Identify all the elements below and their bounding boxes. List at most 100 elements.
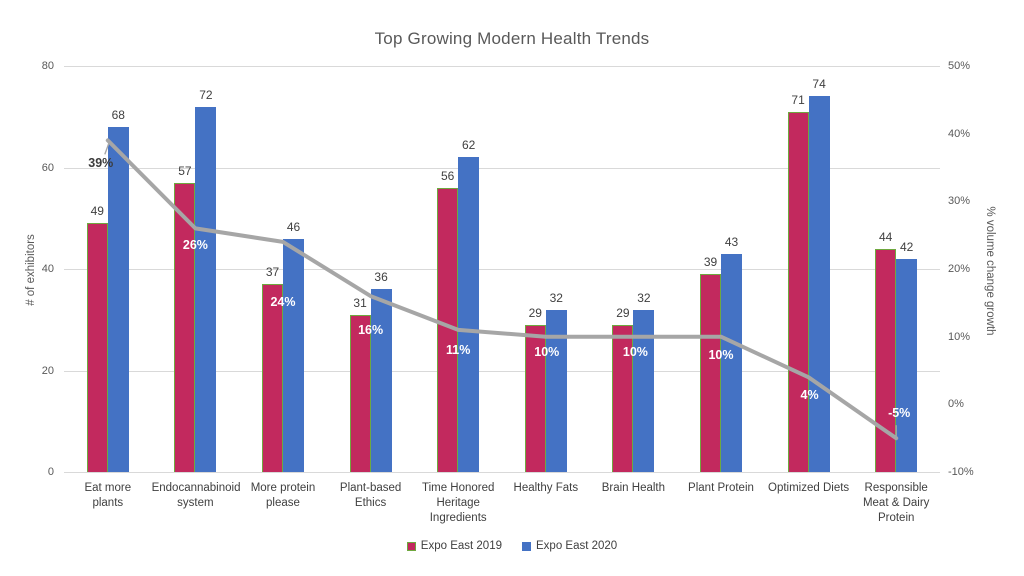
category-label: Plant-based Ethics [327,481,415,511]
bar-expo-east-2020 [545,309,567,472]
right-axis-title: % volume change growth [984,206,996,336]
bar-value-label: 56 [441,168,455,183]
growth-percent-label: 10% [534,344,560,359]
right-axis-tick: 50% [948,60,971,72]
bar-value-label: 62 [462,138,476,153]
left-axis-title: # of exhibitors [25,234,37,306]
bar-expo-east-2019 [875,248,897,472]
bar-expo-east-2020 [721,253,742,472]
bar-expo-east-2019 [174,182,196,472]
bar-value-label: 43 [724,234,739,249]
bar-value-label: 42 [900,239,914,254]
category-label: Time Honored Heritage Ingredients [414,481,502,526]
category-label: Eat more plants [64,481,152,511]
bar-value-label: 37 [265,265,280,280]
bar-value-label: 36 [374,270,388,285]
bar-expo-east-2020 [458,157,480,472]
bar-value-label: 71 [791,92,805,107]
category-label-line: Plant Protein [688,482,754,494]
chart-title: Top Growing Modern Health Trends [374,29,650,48]
legend: Expo East 2019 Expo East 2020 [0,539,1024,553]
category-label-line: Brain Health [601,482,666,494]
category-label-line: Meat & Dairy [862,497,930,509]
bar-expo-east-2020 [808,96,830,472]
bar-value-label: 39 [703,255,718,270]
growth-percent-label: 16% [358,323,384,338]
legend-item: Expo East 2019 [406,539,502,553]
category-label-line: Time Honored [421,482,495,494]
category-label-line: Eat more [84,482,132,494]
gridline [64,472,940,473]
bar-value-label: 72 [199,87,213,102]
category-label-line: Healthy Fats [513,482,579,494]
bar-value-label: 32 [549,290,563,305]
growth-percent-label: 39% [88,156,114,171]
category-label-line: Optimized Diets [768,482,850,494]
left-axis-tick: 0 [47,466,54,478]
category-label-line: system [177,497,214,509]
bar-value-label: 31 [353,295,367,310]
category-label: Brain Health [590,481,678,496]
bar-expo-east-2019 [262,284,283,472]
growth-percent-label: 10% [622,344,648,359]
category-label: Responsible Meat & Dairy Protein [852,481,940,526]
category-label: Endocannabinoid system [151,481,241,511]
bar-value-label: 57 [178,163,192,178]
category-label: Healthy Fats [502,481,590,496]
right-axis-tick: 20% [948,263,971,275]
gridline [64,66,940,67]
bar-value-label: 44 [879,229,893,244]
bar-expo-east-2020 [107,126,129,472]
right-axis-tick: 0% [948,398,964,411]
legend-label: Expo East 2019 [420,540,502,552]
category-label: Optimized Diets [765,481,853,496]
bar-value-label: 68 [111,107,125,122]
legend-marker [406,541,416,551]
right-axis-tick: 40% [948,127,971,140]
right-axis-tick: 10% [948,330,971,343]
left-axis-tick: 20 [41,364,54,377]
category-label-line: Ethics [354,497,387,509]
growth-percent-label: 4% [800,388,819,403]
category-label-line: More protein [250,482,316,494]
category-label-line: Protein [877,512,915,524]
growth-percent-label: 11% [446,342,471,357]
bar-expo-east-2019 [700,274,721,472]
right-axis-tick: -10% [948,466,974,478]
legend-label: Expo East 2020 [536,540,618,552]
bar-expo-east-2019 [437,187,459,472]
left-axis-tick: 60 [41,161,54,174]
growth-percent-label: -5% [888,406,911,421]
bar-expo-east-2019 [787,111,809,472]
category-label-line: plants [92,497,124,509]
growth-percent-label: 10% [708,347,734,362]
legend-item: Expo East 2020 [522,539,617,553]
category-label: Plant Protein [677,481,765,496]
category-label-line: Plant-based [339,482,402,494]
legend-marker [522,541,531,551]
bar-value-label: 49 [90,204,104,219]
bar-value-label: 32 [637,290,651,305]
category-label-line: Heritage [436,497,480,509]
category-label-line: Responsible [864,482,928,494]
left-axis-tick: 40 [41,263,54,275]
category-label: More protein please [239,481,327,511]
growth-line [105,138,899,441]
left-axis-tick: 80 [41,60,54,72]
bar-expo-east-2019 [86,223,108,472]
bar-expo-east-2020 [633,309,655,472]
bar-value-label: 46 [286,219,301,234]
right-axis-tick: 30% [948,195,971,208]
bar-expo-east-2019 [349,314,371,472]
bar-value-label: 29 [528,305,542,320]
bar-value-label: 74 [812,77,826,92]
growth-percent-label: 26% [182,238,208,253]
bar-expo-east-2020 [896,258,918,472]
category-label-line: Endocannabinoid [151,482,241,494]
category-label-line: please [266,497,300,509]
growth-percent-label: 24% [270,294,296,309]
bar-value-label: 29 [616,305,630,320]
category-label-line: Ingredients [429,512,487,524]
bar-expo-east-2020 [370,289,392,472]
